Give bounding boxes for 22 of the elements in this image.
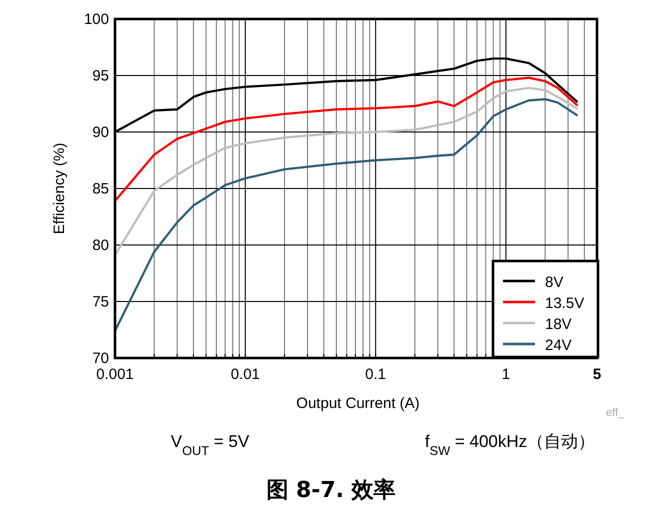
y-tick-label: 70 [92, 350, 109, 367]
legend-label: 13.5V [545, 295, 584, 312]
text: eff_ [606, 407, 626, 419]
x-tick-label: 0.01 [230, 366, 260, 383]
x-tick-label: 5 [592, 366, 602, 383]
text: f$_{SW}$ = 400kHz（自动） [424, 432, 596, 458]
legend-label: 8V [545, 274, 564, 291]
y-tick-label: 100 [84, 11, 109, 28]
y-tick-label: 95 [92, 68, 109, 84]
y-tick-label: 90 [92, 124, 109, 141]
x-axis-title: Output Current (A) [296, 395, 420, 412]
y-tick-label: 75 [92, 294, 109, 310]
legend-label: 18V [545, 316, 572, 333]
text: V$_{OUT}$ = 5V [170, 432, 250, 458]
y-tick-label: 80 [92, 237, 109, 254]
text: 图 8-7. 效率 [266, 477, 396, 503]
x-tick-label: 1 [502, 366, 510, 383]
y-axis-title: Efficiency (%) [51, 142, 68, 234]
y-tick-label: 85 [92, 180, 109, 198]
x-tick-label: 0.001 [96, 366, 134, 383]
legend-label: 24V [545, 337, 572, 354]
x-tick-label: 0.1 [365, 366, 386, 383]
